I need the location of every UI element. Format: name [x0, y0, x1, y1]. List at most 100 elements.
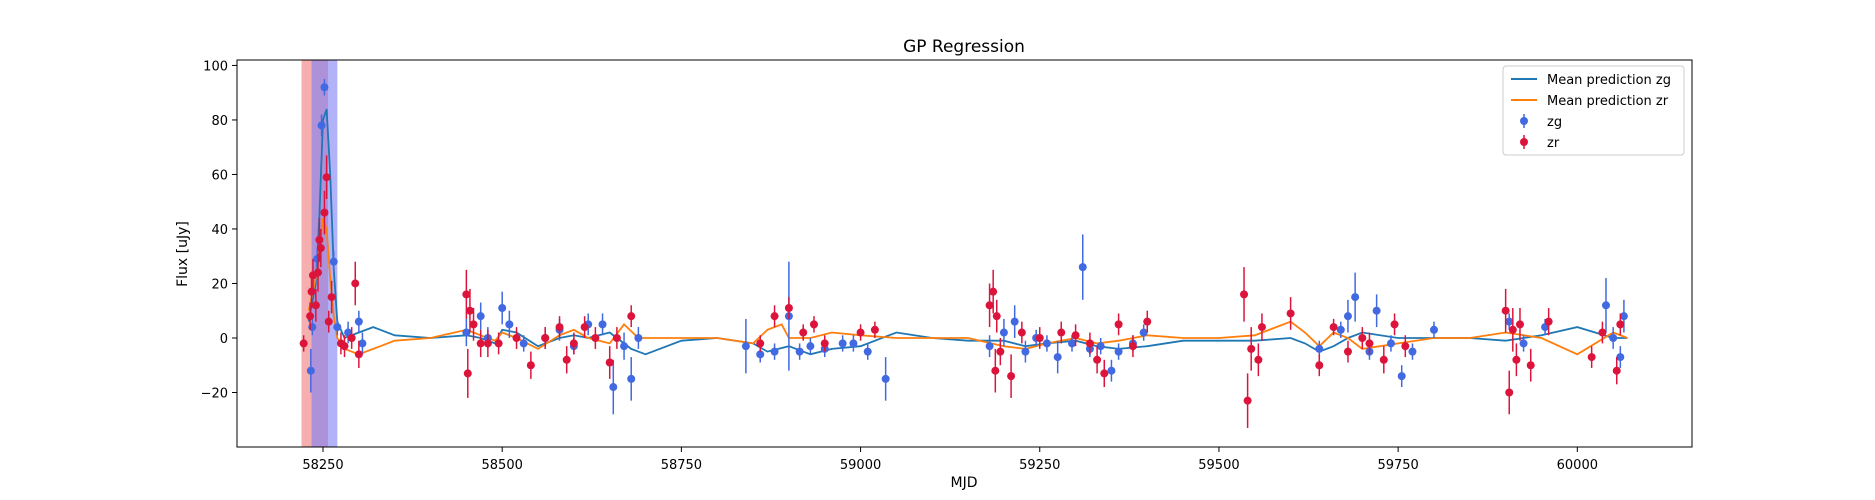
data-point-zg: [806, 337, 815, 355]
x-tick-label: 59500: [1198, 458, 1239, 473]
data-point-zg: [1042, 335, 1051, 352]
data-point-zr: [809, 316, 818, 333]
data-point-zr: [1093, 346, 1102, 374]
y-tick-label: 20: [211, 277, 228, 292]
data-point-zg: [358, 332, 367, 355]
x-tick-label: 59000: [840, 458, 881, 473]
data-point-zr: [1508, 308, 1517, 352]
data-point-zr: [1379, 346, 1388, 374]
data-point-zr: [483, 329, 492, 358]
data-point-zg: [1096, 337, 1105, 355]
data-point-zr: [820, 335, 829, 352]
data-point-zg: [1139, 324, 1148, 341]
data-point-zg: [1010, 305, 1019, 338]
legend-label: zg: [1547, 115, 1562, 130]
data-point-zr: [322, 155, 331, 199]
data-point-zr: [340, 335, 349, 358]
data-point-zr: [1257, 313, 1266, 341]
data-point-zr: [799, 324, 808, 341]
legend-entry: zg: [1520, 114, 1562, 130]
data-point-zr: [476, 329, 485, 358]
mean-prediction-lines: [307, 108, 1628, 356]
data-point-zg: [741, 318, 750, 374]
chart-title: GP Regression: [903, 37, 1025, 57]
data-point-zg: [627, 357, 636, 401]
y-tick-label: 80: [211, 114, 228, 129]
data-point-zr: [1598, 321, 1607, 344]
data-point-zg: [329, 250, 338, 273]
data-point-zr: [1390, 313, 1399, 336]
y-tick-label: 40: [211, 223, 228, 238]
data-point-zg: [770, 343, 779, 360]
data-point-zg: [1408, 343, 1417, 360]
x-axis-label: MJD: [951, 475, 978, 491]
data-point-zr: [1240, 267, 1249, 322]
data-point-zr: [605, 346, 614, 379]
data-point-zg: [1351, 272, 1360, 322]
data-point-zr: [313, 253, 322, 292]
data-point-zr: [612, 327, 621, 349]
x-tick-label: 59750: [1377, 458, 1418, 473]
data-point-zg: [849, 335, 858, 352]
data-point-zr: [562, 346, 571, 374]
data-point-zr: [870, 321, 879, 338]
data-point-zg: [498, 291, 507, 325]
data-point-zg: [1616, 346, 1625, 368]
data-point-zg: [1021, 340, 1030, 363]
data-point-zr: [347, 327, 356, 349]
data-point-zr: [1401, 335, 1410, 358]
data-point-zg: [1336, 321, 1345, 338]
data-point-zr: [569, 332, 578, 355]
data-point-zg: [1601, 278, 1610, 333]
data-point-zg: [317, 114, 326, 137]
data-point-zr: [1515, 308, 1524, 341]
series-line-zg: [307, 108, 1628, 356]
data-point-zg: [1372, 294, 1381, 328]
data-point-zr: [1143, 310, 1152, 333]
data-point-zg: [609, 359, 618, 415]
data-point-zg: [985, 335, 994, 358]
data-point-zr: [591, 327, 600, 349]
data-point-zg: [999, 318, 1008, 347]
data-point-zg: [505, 310, 514, 338]
data-point-zr: [1544, 308, 1553, 336]
data-point-zg: [1505, 313, 1514, 330]
data-point-zr: [1128, 335, 1137, 358]
series-line-zr: [307, 217, 1628, 356]
data-point-zg: [1609, 327, 1618, 349]
data-point-zr: [463, 348, 472, 398]
data-point-zr: [1114, 313, 1123, 336]
data-point-zg: [1619, 299, 1628, 333]
data-point-zg: [1107, 359, 1116, 382]
data-point-zr: [299, 335, 308, 352]
data-point-zr: [494, 332, 503, 355]
data-point-zg: [1114, 343, 1123, 360]
data-point-zr: [770, 305, 779, 328]
data-point-zg: [598, 313, 607, 336]
data-point-zr: [1526, 348, 1535, 382]
data-point-zr: [1100, 359, 1109, 388]
data-point-zr: [1329, 318, 1338, 336]
data-point-zg: [838, 335, 847, 352]
data-point-zr: [1343, 340, 1352, 363]
data-point-zr: [1007, 354, 1016, 398]
data-point-zr: [756, 335, 765, 352]
data-point-zg: [1343, 299, 1352, 333]
data-point-zr: [1017, 321, 1026, 344]
data-point-zr: [327, 280, 336, 314]
legend-box: [1502, 65, 1685, 156]
x-tick-label: 58250: [302, 458, 343, 473]
data-point-zr: [992, 299, 1001, 333]
data-point-zr: [306, 302, 315, 330]
legend-label: Mean prediction zg: [1547, 73, 1671, 88]
data-point-zg: [462, 318, 471, 347]
data-point-zr: [320, 190, 329, 235]
data-point-zg: [1519, 335, 1528, 352]
data-point-zr: [311, 288, 320, 322]
data-point-zg: [881, 357, 890, 401]
data-point-zg: [1068, 335, 1077, 352]
data-point-zr: [627, 305, 636, 328]
data-point-zg: [795, 343, 804, 360]
data-point-zr: [1512, 343, 1521, 377]
data-point-zr: [1365, 332, 1374, 355]
